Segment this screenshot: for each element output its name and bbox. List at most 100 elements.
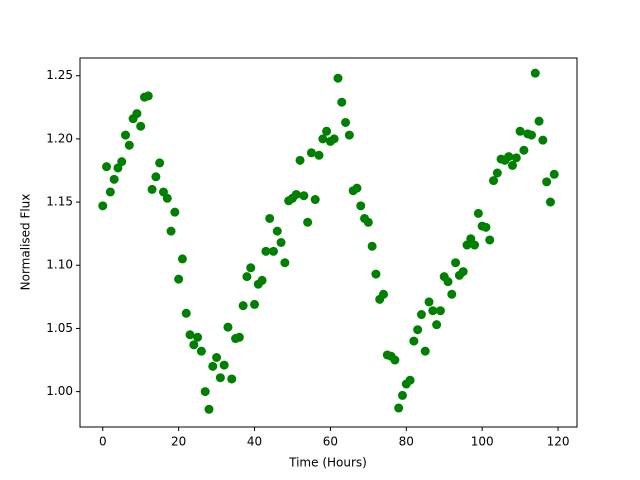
point	[413, 325, 423, 335]
point	[155, 158, 165, 168]
point	[432, 320, 442, 330]
x-tick-label: 80	[399, 435, 414, 449]
point	[102, 162, 112, 172]
y-tick-label: 1.15	[46, 195, 73, 209]
point	[124, 140, 134, 150]
point	[109, 174, 119, 184]
point	[443, 277, 453, 287]
point	[405, 375, 415, 385]
point	[223, 322, 233, 332]
x-tick-label: 20	[171, 435, 186, 449]
point	[318, 134, 328, 144]
point	[117, 157, 127, 167]
point	[390, 355, 400, 365]
point	[215, 373, 225, 383]
point	[132, 109, 142, 119]
point	[212, 352, 222, 362]
point	[542, 177, 552, 187]
point	[147, 184, 157, 194]
y-tick-label: 1.00	[46, 384, 73, 398]
point	[538, 135, 548, 145]
point	[530, 68, 540, 78]
point	[515, 126, 525, 136]
point	[481, 222, 491, 232]
y-tick-label: 1.10	[46, 258, 73, 272]
point	[98, 201, 108, 211]
point	[227, 374, 237, 384]
y-tick-label: 1.05	[46, 321, 73, 335]
point	[234, 332, 244, 342]
point	[170, 207, 180, 217]
point	[238, 301, 248, 311]
point	[447, 289, 457, 299]
point	[181, 308, 191, 318]
point	[489, 176, 499, 186]
point	[545, 197, 555, 207]
plot-frame	[79, 57, 578, 428]
point	[526, 130, 536, 140]
point	[196, 346, 206, 356]
point	[121, 130, 131, 140]
point	[246, 263, 256, 273]
point	[519, 145, 529, 155]
point	[200, 387, 210, 397]
point	[261, 246, 271, 256]
point	[428, 306, 438, 316]
point	[250, 299, 260, 309]
point	[424, 297, 434, 307]
point	[193, 332, 203, 342]
point	[549, 169, 559, 179]
point	[185, 330, 195, 340]
point	[291, 189, 301, 199]
point	[420, 346, 430, 356]
point	[204, 404, 214, 414]
point	[303, 217, 313, 227]
point	[242, 272, 252, 282]
point	[337, 97, 347, 107]
point	[470, 240, 480, 250]
point	[143, 91, 153, 101]
point	[341, 117, 351, 127]
point	[314, 150, 324, 160]
point	[219, 360, 229, 370]
point	[322, 126, 332, 136]
point	[329, 134, 339, 144]
point	[136, 121, 146, 131]
point	[379, 289, 389, 299]
x-tick-label: 0	[99, 435, 107, 449]
point	[458, 267, 468, 277]
point	[299, 191, 309, 201]
y-tick-label: 1.25	[46, 68, 73, 82]
point	[394, 403, 404, 413]
point	[356, 201, 366, 211]
y-tick-label: 1.20	[46, 131, 73, 145]
point	[295, 155, 305, 165]
point	[166, 226, 176, 236]
point	[105, 187, 115, 197]
x-tick-label: 100	[471, 435, 494, 449]
point	[367, 241, 377, 251]
point	[435, 306, 445, 316]
point	[333, 73, 343, 83]
point	[344, 130, 354, 140]
point	[473, 208, 483, 218]
point	[280, 258, 290, 268]
point	[257, 275, 267, 285]
x-tick-label: 40	[247, 435, 262, 449]
point	[363, 217, 373, 227]
point	[534, 116, 544, 126]
x-tick-label: 60	[323, 435, 338, 449]
point	[306, 148, 316, 158]
point	[371, 269, 381, 279]
point	[189, 340, 199, 350]
point	[508, 160, 518, 170]
point	[310, 195, 320, 205]
point	[511, 153, 521, 163]
point	[272, 226, 282, 236]
point	[504, 152, 514, 162]
point	[485, 235, 495, 245]
point	[409, 336, 419, 346]
point	[208, 361, 218, 371]
